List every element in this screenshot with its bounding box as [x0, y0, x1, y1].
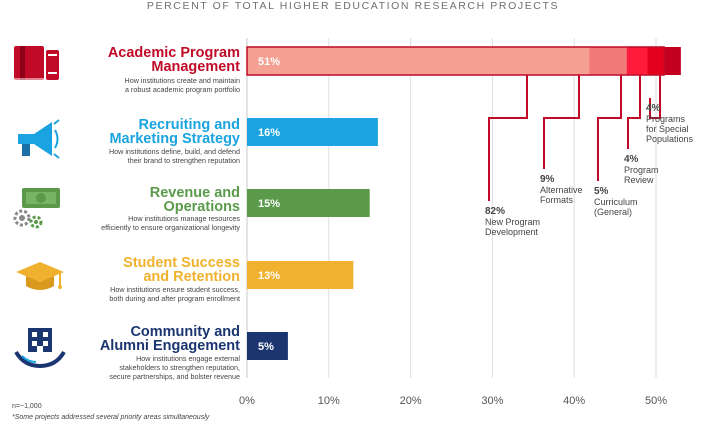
category-title-community: Community and Alumni Engagement	[99, 324, 240, 354]
category-desc-line: efficiently to ensure organizational lon…	[101, 223, 240, 232]
bar	[247, 118, 378, 146]
bar-value-label: 16%	[258, 127, 280, 139]
money-gears-icon	[13, 188, 60, 229]
breakdown-label: Program	[624, 165, 659, 175]
bar-segment	[589, 47, 627, 75]
breakdown-pct: 9%	[540, 174, 555, 185]
category-title-revenue: Revenue and Operations	[149, 185, 240, 215]
x-tick-label: 30%	[481, 395, 503, 407]
breakdown-pct: 4%	[624, 154, 639, 165]
category-title-line: Revenue and	[149, 185, 240, 201]
breakdown-label: Programs	[646, 114, 686, 124]
sample-size-note: n=~1,000	[12, 403, 42, 410]
bar-outline	[246, 46, 665, 76]
bar-value-label: 51%	[258, 56, 280, 68]
bar-value-label: 15%	[258, 198, 280, 210]
category-desc-academic: How institutions create and maintain a r…	[125, 76, 240, 94]
breakdown-label: Populations	[646, 134, 694, 144]
category-title-line: Recruiting and	[138, 117, 240, 133]
bar	[247, 332, 288, 360]
category-title-line: Marketing Strategy	[109, 131, 240, 147]
bar-segment	[626, 47, 648, 75]
category-title-line: Community and	[130, 324, 240, 340]
bar-segment	[664, 47, 681, 75]
leader-line	[649, 75, 661, 119]
x-tick-label: 20%	[400, 395, 422, 407]
bar-segment	[247, 47, 590, 75]
megaphone-icon	[18, 119, 60, 159]
category-desc-line: both during and after program enrollment	[109, 294, 240, 303]
category-desc-line: stakeholders to strengthen reputation,	[119, 363, 240, 372]
category-title-line: Operations	[163, 199, 240, 215]
breakdown-label: Formats	[540, 195, 574, 205]
breakdown-pct: 82%	[485, 206, 505, 217]
bar-value-label: 5%	[258, 341, 274, 353]
category-desc-line: How institutions ensure student success,	[110, 285, 240, 294]
category-desc-line: How institutions engage external	[136, 354, 240, 363]
bar-segment	[647, 47, 665, 75]
category-desc-student: How institutions ensure student success,…	[109, 285, 240, 303]
bar	[247, 189, 370, 217]
category-desc-line: secure partnerships, and bolster revenue	[109, 372, 240, 381]
leader-line	[627, 75, 641, 149]
category-title-line: Alumni Engagement	[99, 338, 240, 354]
category-desc-recruiting: How institutions define, build, and defe…	[109, 147, 240, 165]
breakdown-pct: 5%	[594, 186, 609, 197]
building-hands-icon	[14, 328, 66, 369]
breakdown-label: Development	[485, 227, 539, 237]
breakdown-label: New Program	[485, 217, 540, 227]
category-desc-line: their brand to strengthen reputation	[127, 156, 240, 165]
bar-value-label: 13%	[258, 270, 280, 282]
category-title-line: and Retention	[143, 269, 240, 285]
x-tick-label: 50%	[645, 395, 667, 407]
leader-line	[543, 75, 580, 169]
category-title-line: Academic Program	[107, 45, 240, 61]
leader-line	[488, 75, 528, 201]
breakdown-pct: 4%	[646, 103, 661, 114]
category-title-academic: Academic Program Management	[107, 45, 240, 75]
chart-title: PERCENT OF TOTAL HIGHER EDUCATION RESEAR…	[146, 0, 560, 12]
category-title-student: Student Success and Retention	[123, 255, 240, 285]
books-icon	[14, 46, 59, 81]
category-desc-line: How institutions define, build, and defe…	[108, 147, 240, 156]
x-tick-label: 10%	[318, 395, 340, 407]
breakdown-label: Curriculum	[594, 197, 638, 207]
breakdown-label: for Special	[646, 124, 689, 134]
leader-line	[597, 75, 622, 181]
breakdown-label: Alternative	[540, 185, 583, 195]
category-desc-revenue: How institutions manage resources effici…	[101, 214, 240, 232]
graduation-cap-icon	[16, 262, 64, 290]
breakdown-label: Review	[624, 175, 654, 185]
category-desc-community: How institutions engage external stakeho…	[109, 354, 240, 381]
category-title-line: Student Success	[123, 255, 240, 271]
x-tick-label: 40%	[563, 395, 585, 407]
category-title-recruiting: Recruiting and Marketing Strategy	[109, 117, 240, 147]
footnote: *Some projects addressed several priorit…	[12, 414, 210, 421]
category-title-line: Management	[151, 59, 240, 75]
category-desc-line: How institutions manage resources	[128, 214, 240, 223]
category-desc-line: a robust academic program portfolio	[124, 85, 240, 94]
bar	[247, 261, 354, 289]
category-desc-line: How institutions create and maintain	[124, 76, 240, 85]
breakdown-label: (General)	[594, 207, 632, 217]
x-tick-label: 0%	[239, 395, 255, 407]
